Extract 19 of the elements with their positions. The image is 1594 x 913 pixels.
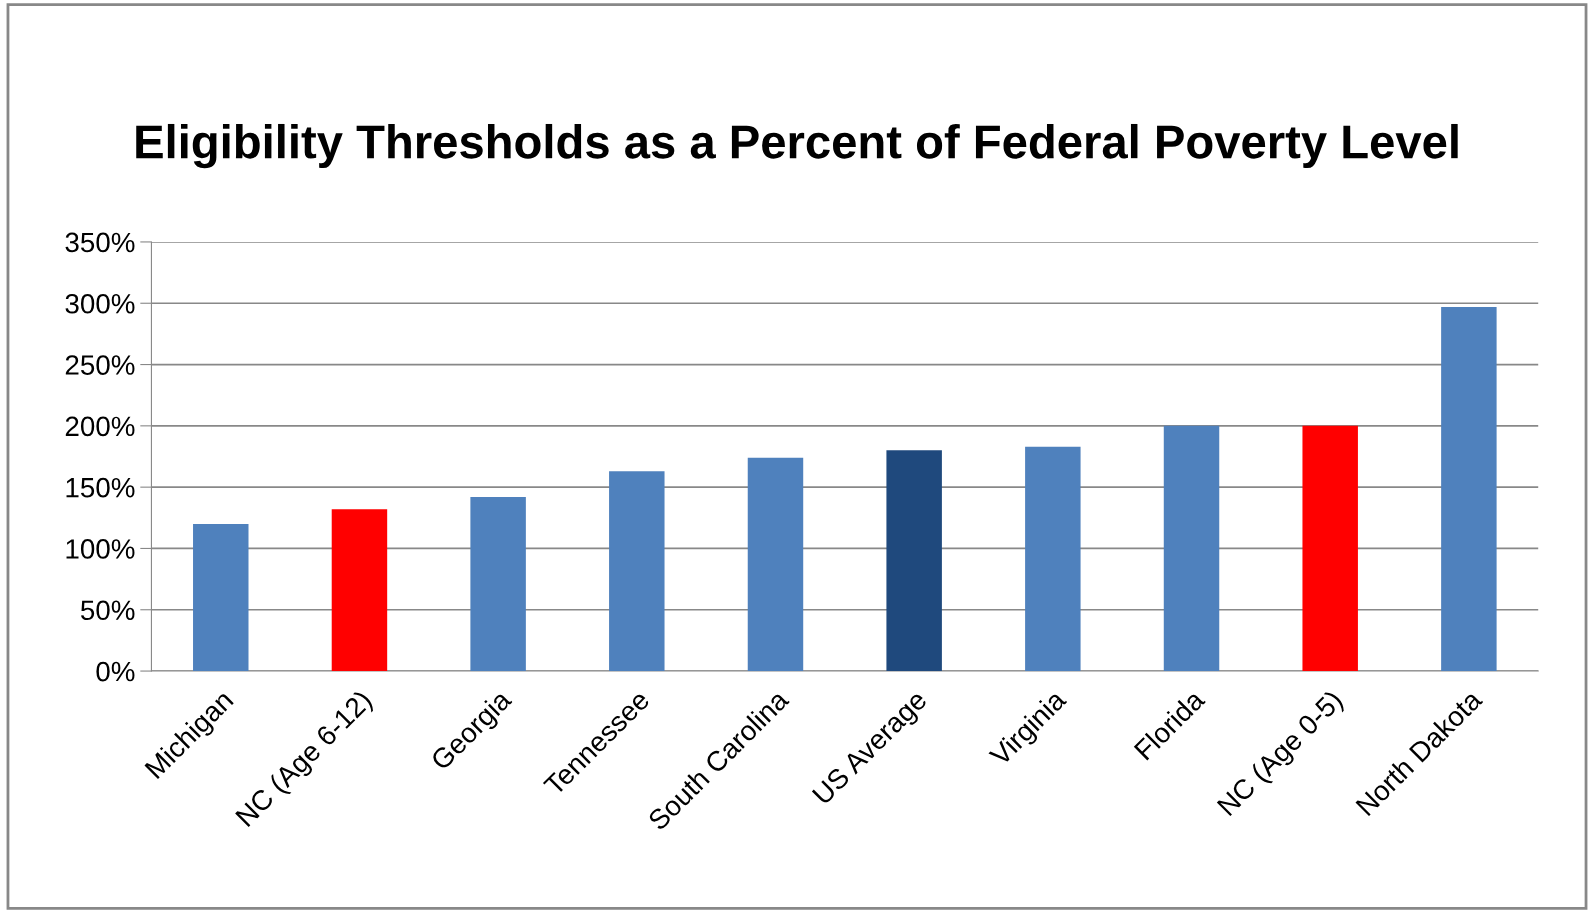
- bar: [886, 450, 942, 672]
- bar: [747, 457, 804, 672]
- bar: [193, 523, 249, 672]
- y-tick-label: 300%: [65, 293, 135, 314]
- bar: [1441, 306, 1497, 672]
- y-tick-label: 0%: [96, 661, 135, 682]
- bar: [609, 471, 665, 672]
- y-tick-label: 50%: [80, 600, 135, 621]
- bar: [1163, 425, 1220, 672]
- bar: [470, 496, 526, 672]
- bar: [331, 509, 388, 672]
- y-tick-label: 350%: [65, 232, 135, 253]
- y-tick-label: 250%: [65, 355, 135, 375]
- chart-title: Eligibility Thresholds as a Percent of Federal Poverty Level: [136, 123, 1458, 169]
- y-tick-label: 150%: [66, 477, 135, 498]
- y-tick-label: 100%: [66, 539, 135, 559]
- bar: [1302, 425, 1358, 672]
- y-tick-label: 200%: [65, 416, 135, 437]
- bar: [1025, 446, 1081, 672]
